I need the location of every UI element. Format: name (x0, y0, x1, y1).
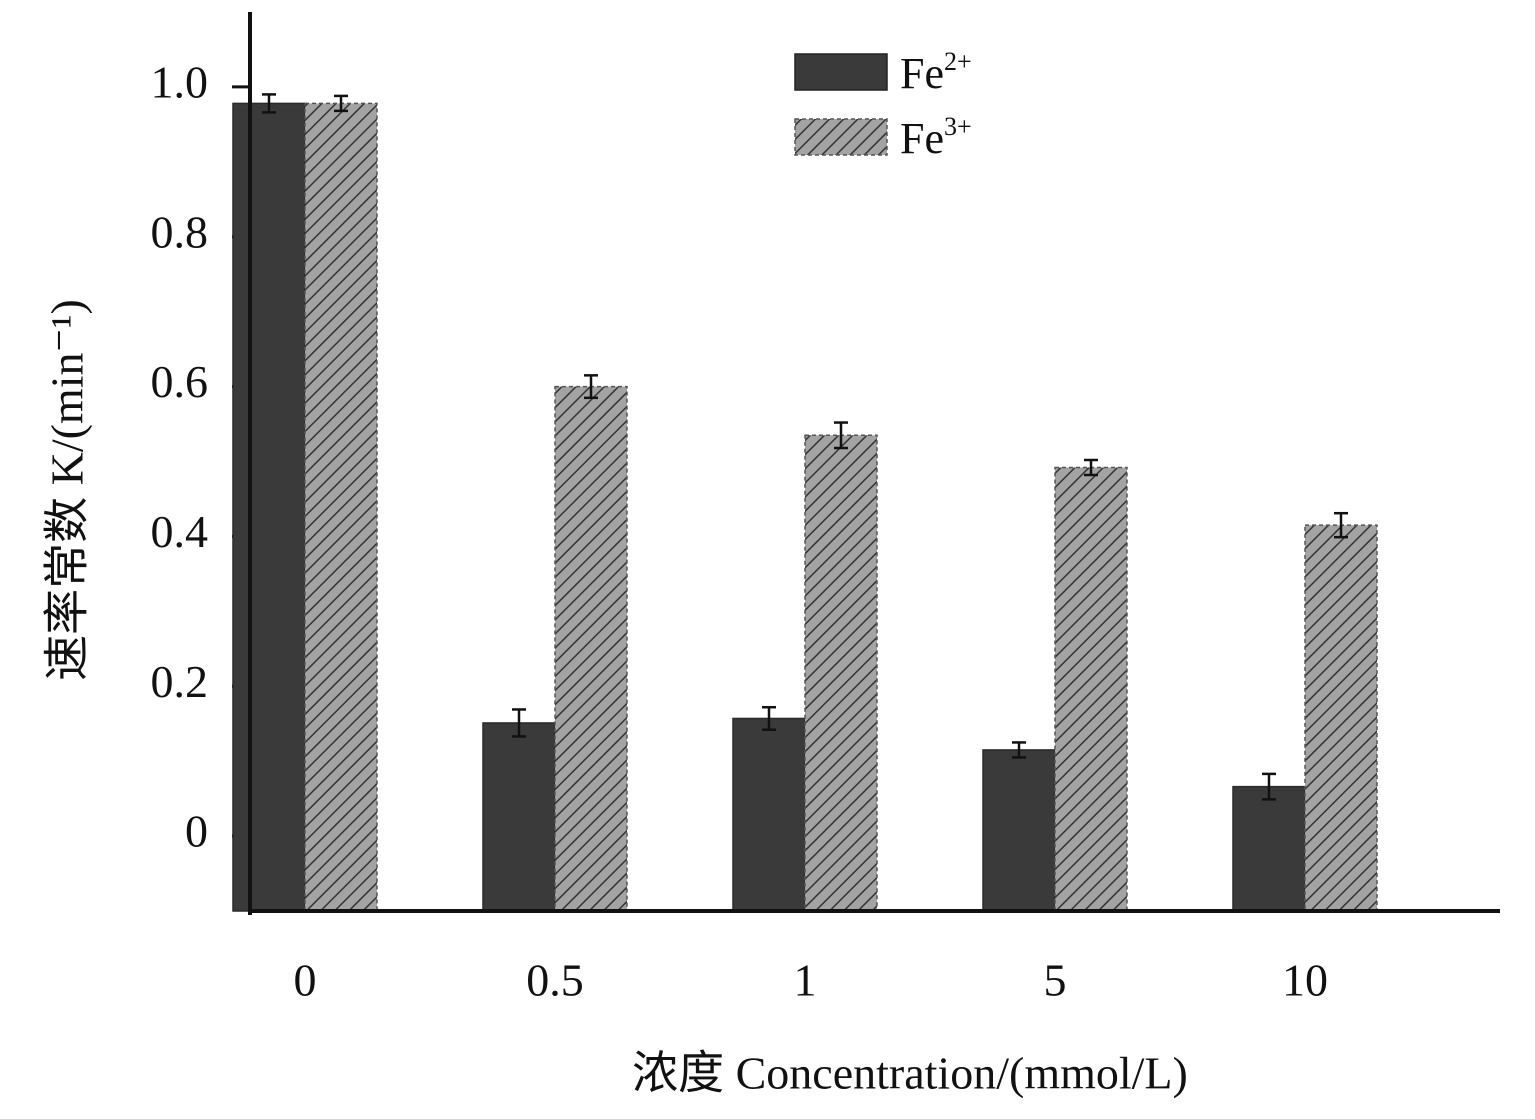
y-tick-label: 1.0 (151, 56, 209, 107)
error-bar-fe2-3 (1012, 741, 1026, 759)
bar-fe2-0 (232, 102, 306, 912)
error-bar-fe3-1 (584, 374, 598, 400)
legend-swatch-fe3 (794, 118, 888, 156)
legend-label-fe3: Fe3+ (900, 112, 972, 163)
error-bar-fe2-1 (512, 708, 526, 738)
y-tick-label: 0.6 (151, 356, 209, 407)
bar-fe3-2 (804, 434, 878, 912)
error-bar-fe3-0 (334, 94, 348, 113)
error-bar-fe3-3 (1084, 458, 1098, 477)
legend-label-fe2: Fe2+ (900, 47, 972, 98)
bar-fe3-4 (1304, 524, 1378, 912)
legend: Fe2+ Fe3+ (794, 47, 972, 163)
y-tick-label: 0.8 (151, 206, 209, 257)
bar-fe3-0 (304, 102, 378, 912)
bar-fe2-4 (1232, 785, 1306, 912)
y-tick-label: 0.2 (151, 656, 209, 707)
error-bar-fe2-0 (262, 93, 276, 114)
bar-fe2-3 (982, 749, 1056, 912)
y-tick-label: 0 (185, 806, 208, 857)
y-tick-label: 0.4 (151, 506, 209, 557)
bar-fe2-1 (482, 722, 556, 912)
x-tick-label: 10 (1282, 955, 1328, 1006)
legend-swatch-fe2 (794, 53, 888, 91)
x-tick-label: 5 (1044, 955, 1067, 1006)
error-bar-fe2-2 (762, 705, 776, 731)
bar-fe3-3 (1054, 466, 1128, 912)
x-tick-label: 0 (294, 955, 317, 1006)
error-bar-fe3-2 (834, 421, 848, 450)
bar-fe2-2 (732, 717, 806, 912)
y-axis-title: 速率常数 K/(min⁻¹) (42, 299, 93, 681)
x-axis-title: 浓度 Concentration/(mmol/L) (632, 1048, 1188, 1099)
x-tick-label: 0.5 (526, 955, 584, 1006)
x-tick-label: 1 (794, 955, 817, 1006)
bar-fe3-1 (554, 385, 628, 912)
error-bar-fe3-4 (1334, 511, 1348, 539)
error-bar-fe2-4 (1262, 772, 1276, 801)
